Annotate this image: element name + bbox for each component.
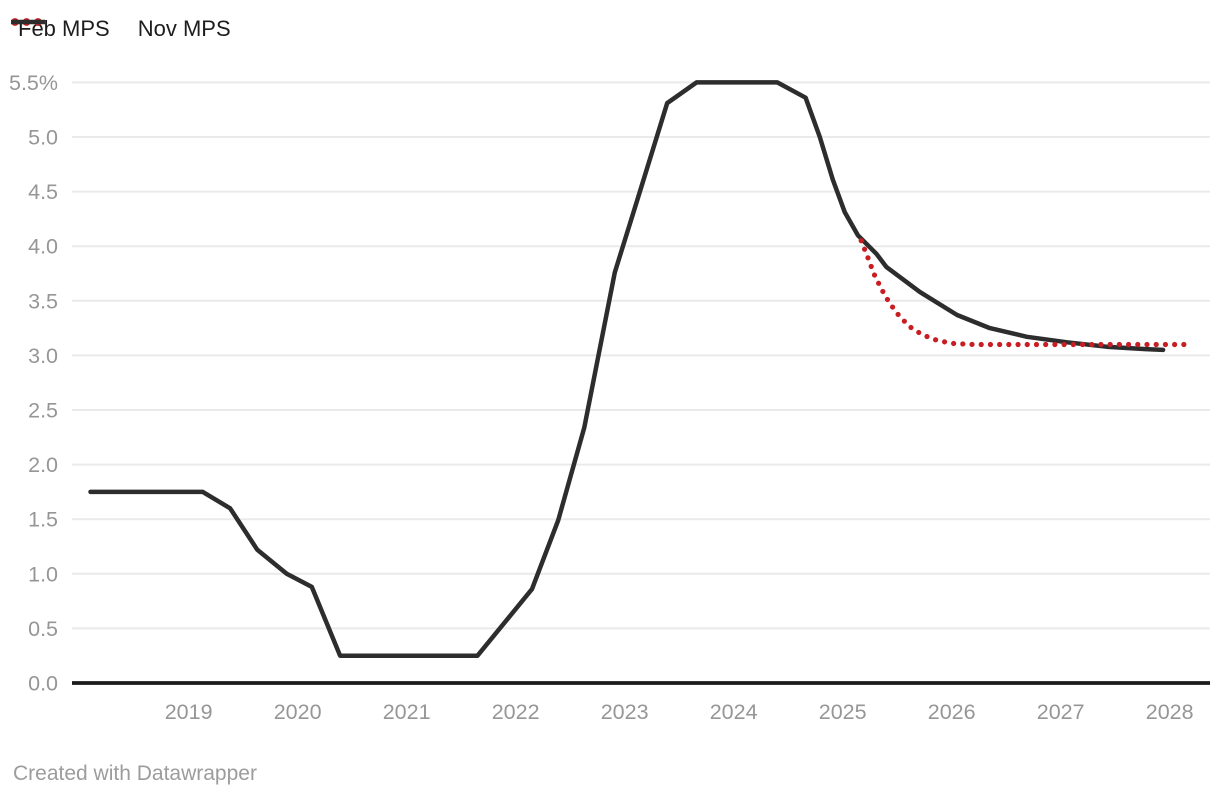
x-tick-label: 2022 [492, 700, 540, 724]
x-tick-label: 2023 [601, 700, 649, 724]
y-tick-label: 0.5 [28, 617, 58, 641]
x-tick-label: 2024 [710, 700, 758, 724]
y-tick-label: 1.5 [28, 508, 58, 532]
series-line-nov-mps [88, 80, 1166, 658]
datawrapper-attribution-link[interactable]: Created with Datawrapper [13, 762, 257, 785]
x-tick-label: 2025 [819, 700, 867, 724]
y-tick-label: 3.0 [28, 344, 58, 368]
x-tick-label: 2019 [165, 700, 213, 724]
y-tick-label: 3.5 [28, 289, 58, 313]
y-tick-label: 0.0 [28, 672, 58, 696]
y-tick-label: 5.5% [9, 71, 58, 95]
y-tick-label: 4.0 [28, 235, 58, 259]
legend: Feb MPS Nov MPS [10, 16, 231, 42]
y-tick-label: 5.0 [28, 126, 58, 150]
x-tick-label: 2020 [274, 700, 322, 724]
x-tick-label: 2027 [1037, 700, 1085, 724]
legend-item-nov-mps: Nov MPS [11, 16, 231, 42]
y-tick-label: 4.5 [28, 180, 58, 204]
y-tick-label: 2.5 [28, 399, 58, 423]
datawrapper-attribution: Created with Datawrapper [13, 762, 257, 786]
y-tick-label: 1.0 [28, 562, 58, 586]
series-line-feb-mps [858, 238, 1191, 348]
y-tick-label: 2.0 [28, 453, 58, 477]
legend-label-nov-mps: Nov MPS [137, 16, 231, 41]
x-tick-label: 2021 [383, 700, 431, 724]
x-tick-label: 2028 [1146, 700, 1194, 724]
x-tick-label: 2026 [928, 700, 976, 724]
